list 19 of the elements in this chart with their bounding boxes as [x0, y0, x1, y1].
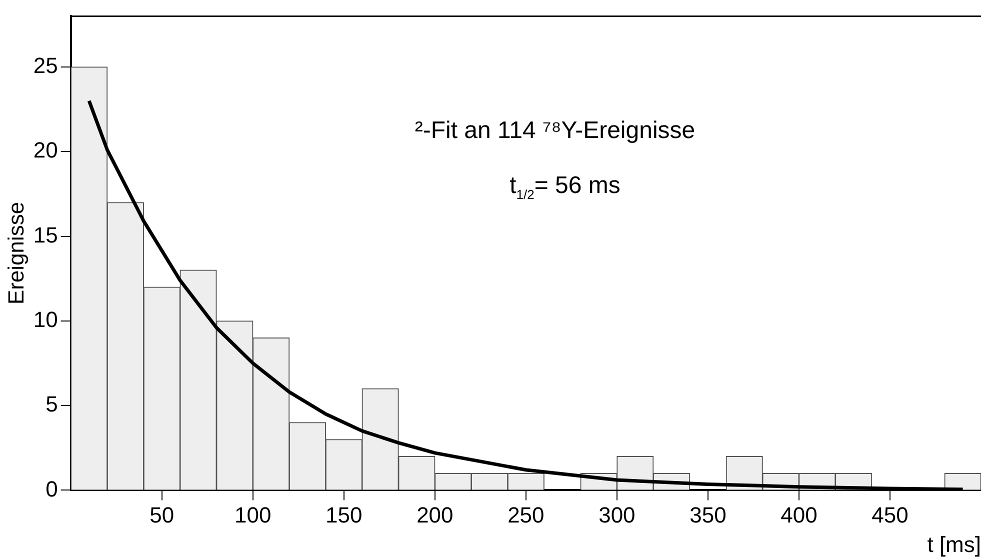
x-tick-label: 450: [872, 502, 908, 528]
x-tick-label: 100: [234, 502, 272, 528]
y-axis-title: Ereignisse: [3, 202, 28, 305]
x-tick-label: 300: [598, 502, 636, 528]
y-tick-label: 0: [46, 476, 58, 502]
x-tick-label: 150: [326, 502, 362, 528]
x-tick-label: 50: [150, 502, 174, 528]
annotation: ²-Fit an 114 ⁷⁸Y-Ereignisse: [414, 117, 696, 145]
x-axis-title: t [ms]: [927, 532, 981, 557]
y-tick-label: 15: [33, 222, 58, 248]
y-tick-label: 25: [33, 53, 58, 78]
x-tick-label: 200: [416, 502, 454, 528]
x-tick-label: 350: [690, 502, 726, 528]
y-tick-label: 20: [33, 138, 58, 163]
y-tick-label: 10: [33, 306, 58, 332]
x-tick-label: 250: [508, 502, 544, 528]
y-tick-label: 5: [46, 392, 58, 417]
annotation: t$_{1/2}$= 56 ms: [510, 172, 620, 202]
x-tick-label: 400: [780, 502, 818, 528]
